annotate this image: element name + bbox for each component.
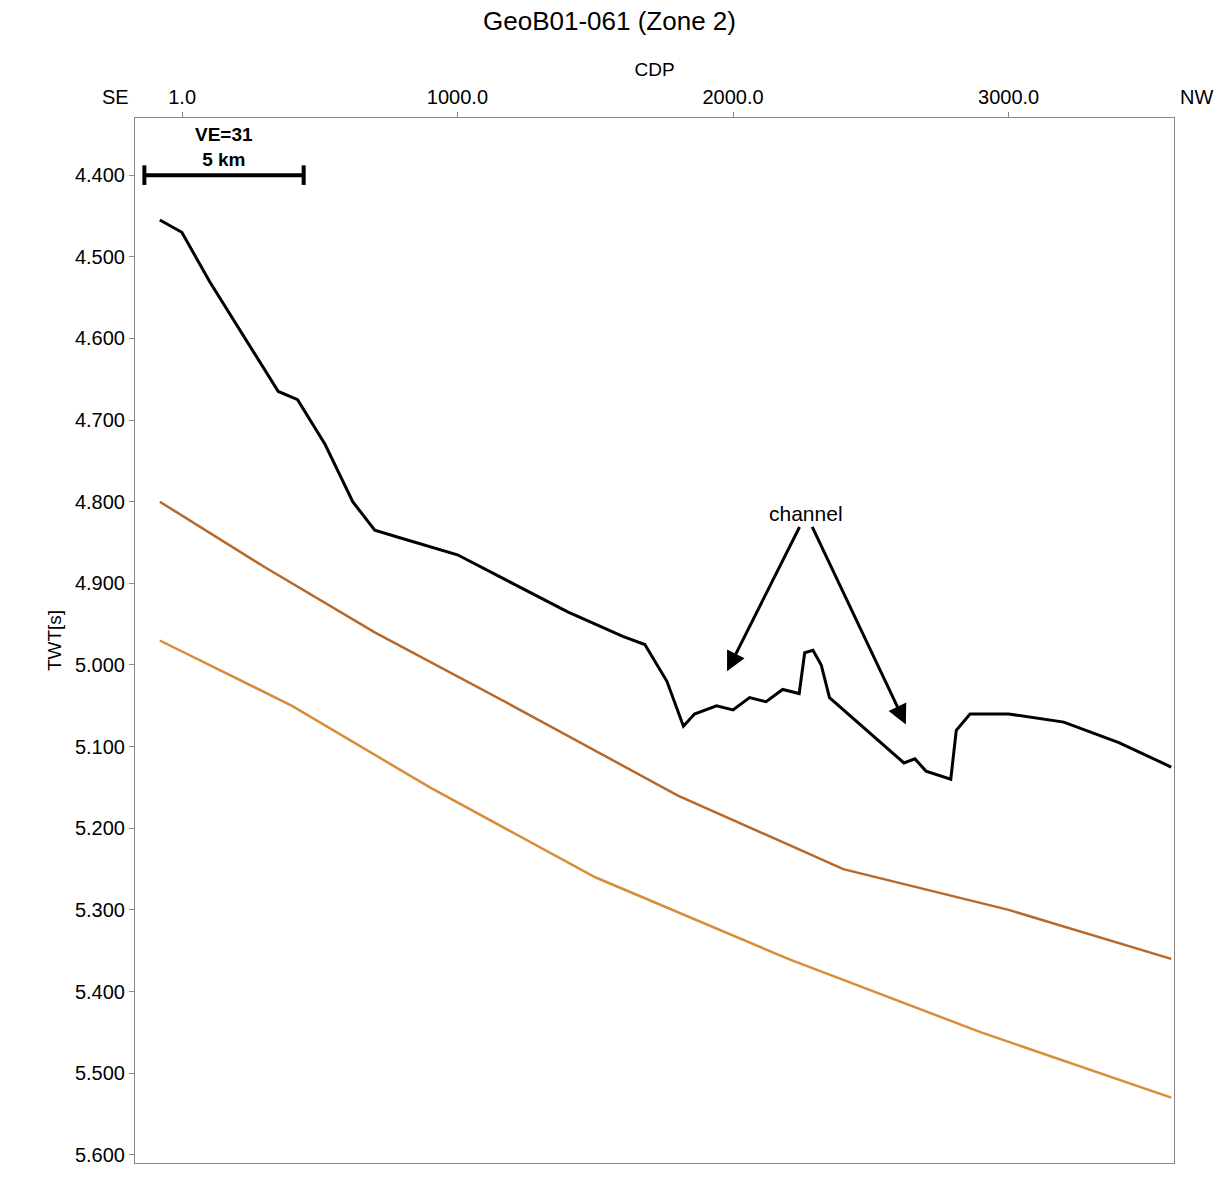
svg-text:1.0: 1.0 [168,86,196,108]
svg-text:GeoB01-061 (Zone 2): GeoB01-061 (Zone 2) [483,6,736,36]
svg-text:4.800: 4.800 [75,491,125,513]
svg-text:4.900: 4.900 [75,572,125,594]
svg-text:5.600: 5.600 [75,1144,125,1166]
svg-text:VE=315 km: VE=315 km [195,124,253,170]
svg-text:channel: channel [769,502,843,525]
svg-text:2000.0: 2000.0 [702,86,763,108]
svg-text:5.100: 5.100 [75,736,125,758]
svg-text:5.200: 5.200 [75,817,125,839]
svg-text:1000.0: 1000.0 [427,86,488,108]
svg-text:4.700: 4.700 [75,409,125,431]
svg-text:TWT[s]: TWT[s] [44,610,65,671]
svg-text:5.000: 5.000 [75,654,125,676]
svg-text:4.400: 4.400 [75,164,125,186]
svg-text:NW: NW [1180,86,1213,108]
svg-text:4.600: 4.600 [75,327,125,349]
svg-text:4.500: 4.500 [75,246,125,268]
svg-text:channel: channel [769,502,843,525]
svg-text:5.300: 5.300 [75,899,125,921]
svg-text:3000.0: 3000.0 [978,86,1039,108]
svg-text:SE: SE [102,86,129,108]
svg-text:5.400: 5.400 [75,981,125,1003]
svg-text:CDP: CDP [634,59,674,80]
svg-text:5.500: 5.500 [75,1062,125,1084]
